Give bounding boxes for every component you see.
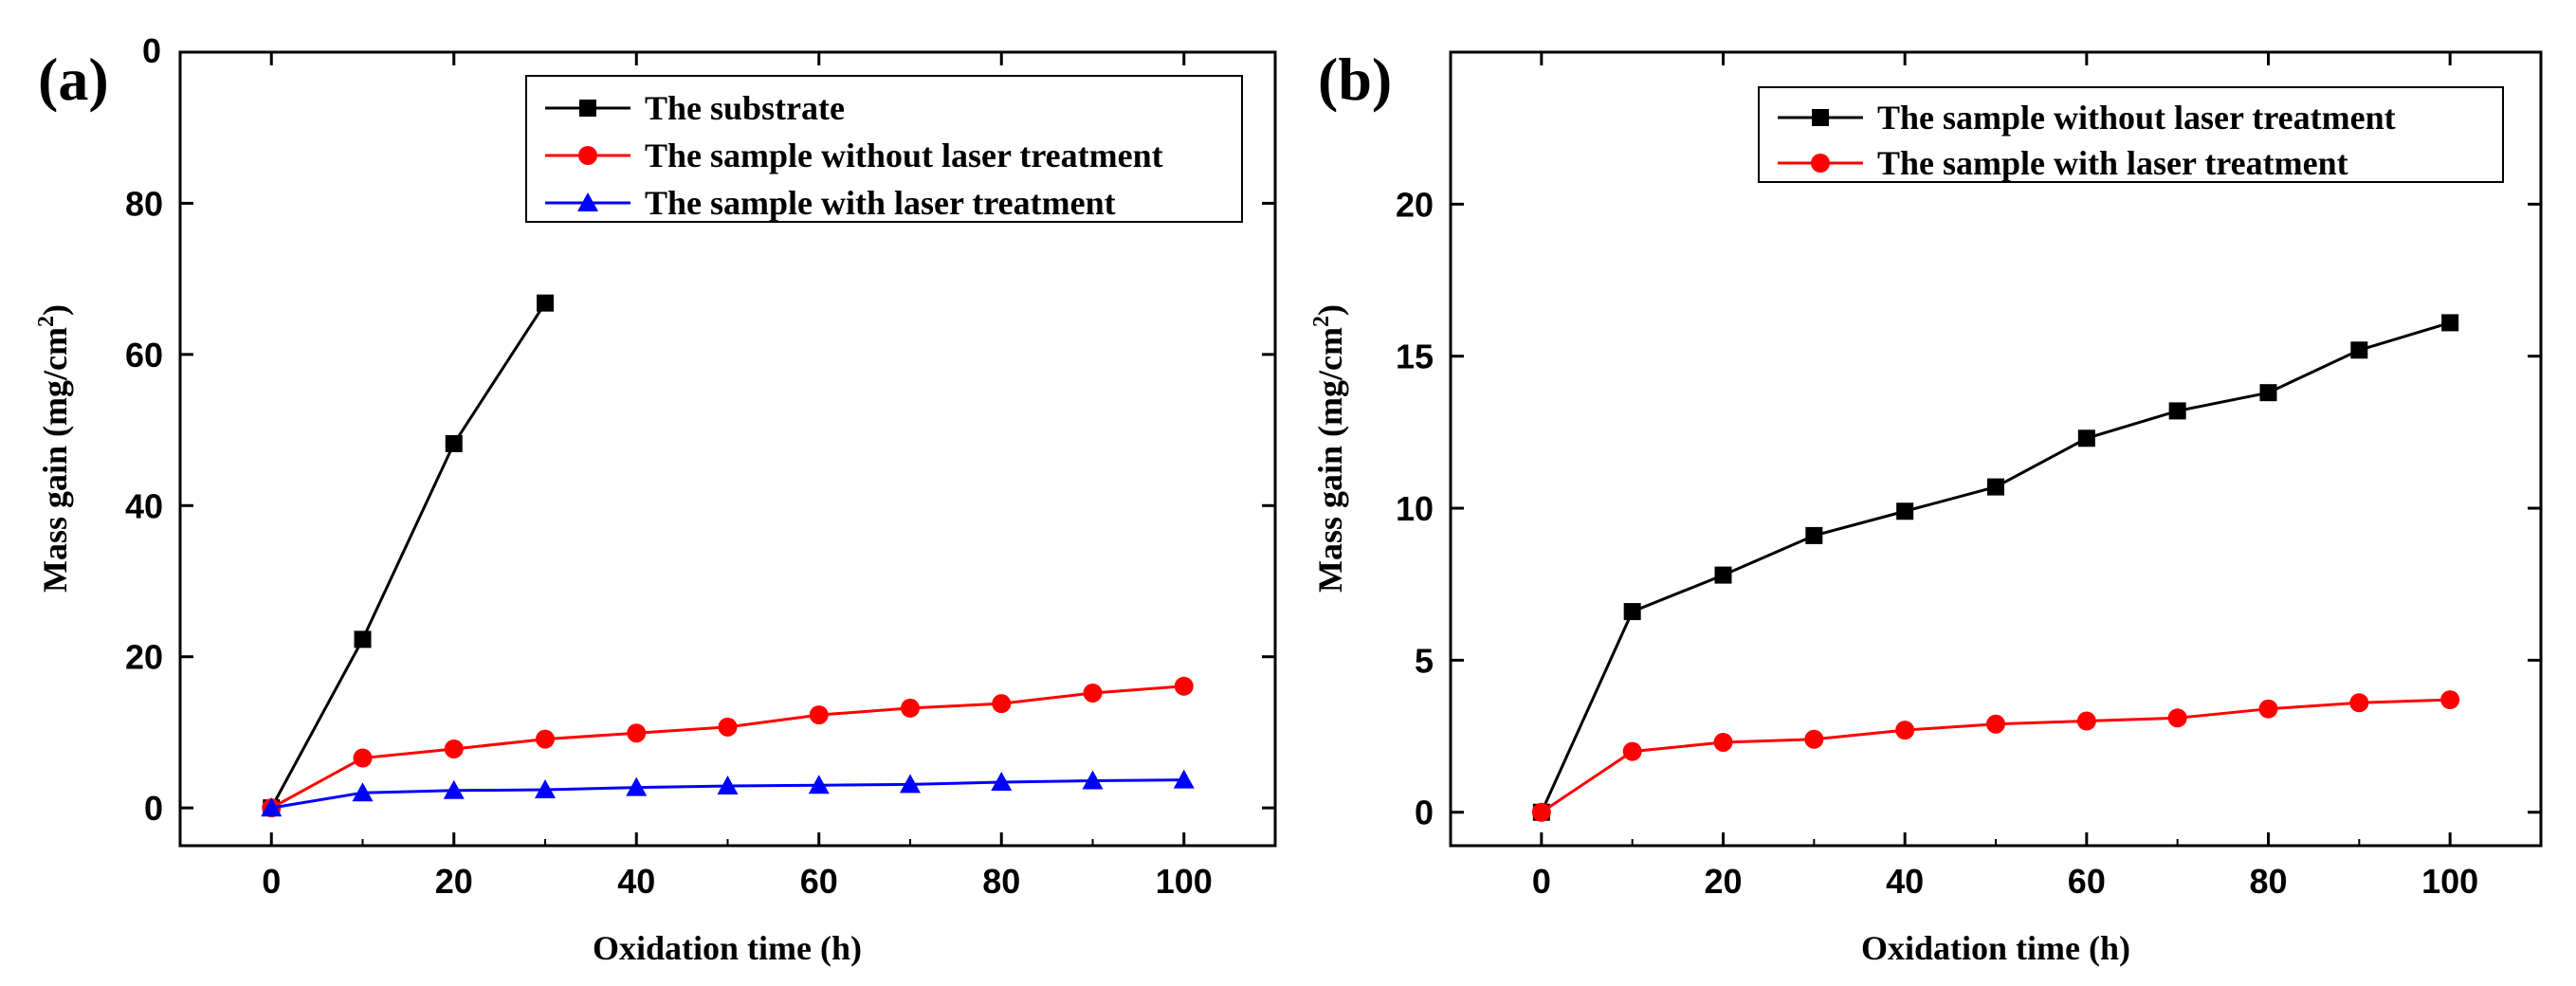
data-point-b-1: [1804, 729, 1824, 749]
axes-a: 0 20 40 60 80 100 0 20 40 60 80: [125, 52, 1275, 901]
y-axis-title-b: Mass gain (mg/cm2): [1309, 304, 1349, 593]
x-tick-label-a: 80: [982, 862, 1020, 901]
data-point-a-1: [536, 729, 555, 749]
x-tick-label-b: 40: [1886, 862, 1924, 901]
data-point-a-1: [627, 723, 647, 743]
data-point-a-0: [354, 630, 372, 648]
data-point-b-0: [2168, 402, 2186, 420]
y-tick-label-a: 20: [125, 638, 163, 677]
x-axis-title-a: Oxidation time (h): [593, 929, 862, 967]
data-point-a-2: [1173, 769, 1195, 789]
legend-label-b-0: The sample without laser treatment: [1877, 99, 2396, 137]
y-tick-label-b: 5: [1415, 641, 1434, 680]
legend-box-b: [1758, 86, 2504, 183]
data-point-b-0: [2350, 341, 2368, 359]
data-point-a-2: [717, 776, 739, 795]
x-tick-label-b: 0: [1532, 862, 1551, 901]
data-point-a-2: [991, 772, 1013, 792]
data-point-a-2: [808, 775, 830, 794]
data-point-b-0: [2441, 314, 2459, 332]
y-tick-label-b: 20: [1396, 185, 1434, 224]
legend-label-b-1: The sample with laser treatment: [1877, 144, 2348, 182]
data-point-b-1: [2258, 699, 2278, 719]
data-point-b-0: [2259, 384, 2277, 402]
data-point-b-1: [1622, 741, 1642, 761]
data-point-a-1: [444, 739, 464, 758]
data-point-b-1: [2440, 690, 2460, 710]
data-point-b-0: [1896, 502, 1914, 520]
x-tick-label-b: 60: [2068, 862, 2106, 901]
data-point-b-0: [1987, 478, 2004, 496]
x-tick-label-a: 40: [617, 862, 655, 901]
data-point-a-0: [537, 294, 554, 312]
legend-marker-a-0: [579, 100, 596, 117]
x-tick-label-b: 80: [2249, 862, 2287, 901]
series-group-b: [1531, 314, 2460, 822]
y-tick-label-a: 80: [125, 184, 163, 223]
legend-marker-b-1: [1811, 154, 1830, 173]
data-point-b-1: [1895, 721, 1915, 740]
series-line-a-0: [269, 301, 547, 809]
data-point-a-1: [809, 705, 829, 725]
data-point-a-1: [353, 748, 373, 768]
data-point-b-1: [2167, 708, 2187, 728]
legend-marker-a-2: [577, 192, 598, 211]
x-tick-label-a: 20: [435, 862, 473, 901]
panel-label-a: (a): [38, 46, 109, 113]
data-point-b-0: [1805, 526, 1823, 544]
legend-box-a: [525, 75, 1243, 223]
x-tick-label-a: 60: [800, 862, 838, 901]
axes-b: 0 20 40 60 80 100 0 5 10 15 20: [1396, 52, 2541, 901]
y-tick-label-b: 0: [1415, 794, 1434, 832]
x-tick-label-a: 100: [1156, 862, 1213, 901]
data-point-a-2: [443, 779, 465, 799]
x-tick-label-b: 100: [2421, 862, 2478, 901]
y-tick-label-a: 40: [125, 486, 163, 525]
data-point-a-1: [992, 694, 1012, 714]
data-point-b-0: [2077, 429, 2095, 447]
panel-b: (b) 0 20 40 60 80 100 0 5 10 15 20 Oxidation time …: [1309, 46, 2543, 967]
legend-label-a-0: The substrate: [645, 89, 845, 127]
series-group-a: [261, 294, 1195, 818]
y-tick-label-b: 15: [1396, 338, 1434, 376]
legend-marker-b-0: [1812, 109, 1829, 126]
legend-label-a-2: The sample with laser treatment: [645, 184, 1116, 222]
x-tick-label-a: 0: [262, 862, 281, 901]
y-tick-label-top-a: 0: [142, 31, 161, 70]
data-point-b-1: [1713, 732, 1733, 752]
data-point-a-1: [718, 717, 738, 737]
data-point-b-0: [1714, 566, 1732, 584]
panel-a: (a) 0 20 40 60 80 100 0 20 40 60 80 0 Oxidation ti…: [34, 31, 1277, 967]
legend-a: The substrate The sample without laser tr…: [525, 75, 1243, 223]
y-tick-label-a: 0: [144, 789, 163, 828]
data-point-a-2: [352, 782, 374, 802]
x-tick-label-b: 20: [1704, 862, 1742, 901]
y-axis-title-a: Mass gain (mg/cm2): [34, 304, 74, 593]
data-point-a-2: [900, 774, 921, 794]
data-point-a-2: [1082, 770, 1104, 790]
data-point-b-1: [2076, 711, 2096, 731]
legend-marker-a-1: [578, 146, 597, 165]
legend-label-a-1: The sample without laser treatment: [645, 137, 1163, 174]
data-point-b-0: [1623, 603, 1641, 621]
data-point-a-0: [445, 434, 463, 452]
data-point-b-1: [2349, 693, 2369, 713]
data-point-a-2: [535, 779, 556, 799]
data-point-b-1: [1986, 714, 2005, 734]
data-point-a-1: [1083, 683, 1103, 703]
panel-label-b: (b): [1318, 46, 1392, 113]
data-point-a-2: [626, 776, 648, 796]
data-point-a-2: [261, 797, 283, 817]
data-point-a-1: [1174, 676, 1194, 696]
series-line-b-0: [1540, 320, 2451, 813]
y-tick-label-b: 10: [1396, 489, 1434, 528]
data-point-a-1: [901, 698, 920, 718]
data-point-b-1: [1531, 802, 1551, 822]
y-tick-label-a: 60: [125, 336, 163, 374]
x-axis-title-b: Oxidation time (h): [1861, 929, 2130, 967]
legend-b: The sample without laser treatment The sa…: [1758, 86, 2504, 183]
